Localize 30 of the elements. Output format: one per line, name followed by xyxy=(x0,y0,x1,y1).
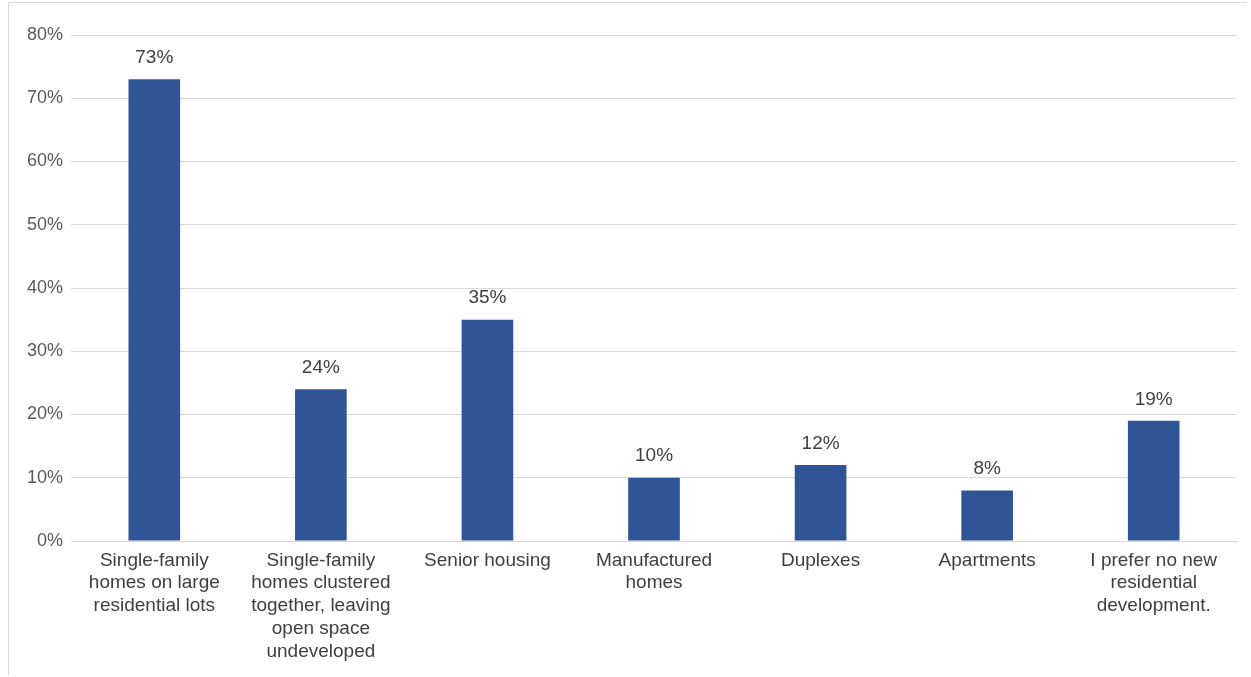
y-tick-label: 20% xyxy=(27,403,64,424)
x-tick-label: Single-family homes on large residential lots xyxy=(88,548,220,616)
y-tick-label: 10% xyxy=(27,466,64,487)
data-label: 10% xyxy=(635,444,674,466)
y-tick-label: 60% xyxy=(27,150,64,171)
data-label: 35% xyxy=(468,286,507,308)
data-label: 19% xyxy=(1134,387,1173,409)
y-tick-label: 0% xyxy=(37,529,64,550)
bar xyxy=(295,389,347,541)
bar xyxy=(1127,420,1180,541)
data-label: 8% xyxy=(973,457,1001,479)
bar xyxy=(961,490,1013,541)
y-tick-label: 50% xyxy=(27,213,64,234)
bar xyxy=(461,319,514,541)
bar xyxy=(794,465,847,541)
data-label: 12% xyxy=(801,431,840,453)
x-tick-label: Senior housing xyxy=(424,548,551,570)
y-tick-label: 40% xyxy=(27,276,64,297)
x-tick-label: Manufactured homes xyxy=(595,548,713,593)
data-label: 73% xyxy=(135,46,174,68)
y-tick-label: 30% xyxy=(27,340,64,361)
data-label: 24% xyxy=(301,355,340,377)
y-tick-label: 70% xyxy=(27,87,64,108)
x-tick-label: Apartments xyxy=(938,548,1036,570)
bar xyxy=(628,477,680,541)
bar xyxy=(128,79,181,541)
y-tick-label: 80% xyxy=(27,23,64,44)
x-tick-label: I prefer no new residential development. xyxy=(1090,548,1218,616)
x-tick-label: Duplexes xyxy=(780,548,861,570)
x-tick-label: Single-family homes clustered together, leaving open space undeveloped xyxy=(251,548,391,661)
